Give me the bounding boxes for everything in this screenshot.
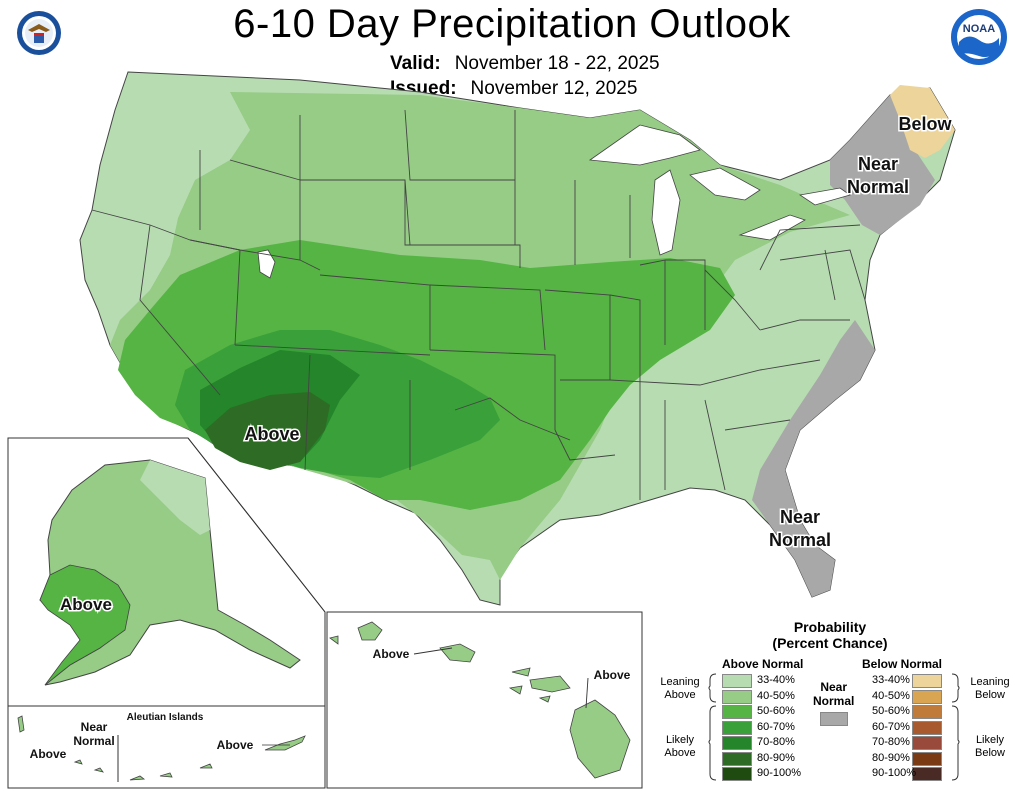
issued-date: Issued: November 12, 2025 bbox=[390, 78, 637, 100]
legend-above-item-swatch bbox=[722, 767, 752, 781]
legend-above-item-swatch bbox=[722, 751, 752, 766]
hawaii-pointer-left bbox=[413, 647, 453, 655]
alaska-above-area bbox=[39, 564, 131, 686]
hawaii-above-right: Above bbox=[594, 668, 631, 682]
legend-above-item-label: 80-90% bbox=[757, 751, 795, 764]
great-salt-lake bbox=[257, 249, 276, 279]
commerce-seal-icon bbox=[17, 11, 61, 55]
aleutian-near-line2: Normal bbox=[73, 734, 114, 748]
legend-below-item-label: 70-80% bbox=[872, 736, 910, 748]
legend-above-item-swatch bbox=[722, 736, 752, 750]
aleutian-above-right: Above bbox=[217, 738, 254, 752]
legend-above-item-label: 60-70% bbox=[757, 720, 795, 733]
aleutian-title: Aleutian Islands bbox=[127, 712, 204, 723]
near-normal-ne-label-line2: Normal bbox=[847, 177, 909, 197]
legend-below-item-swatch bbox=[912, 689, 942, 704]
near-legend-line2: Normal bbox=[813, 694, 855, 708]
legend-above-header: Above Normal bbox=[722, 657, 804, 671]
legend-title: Probability (Percent Chance) bbox=[730, 619, 930, 651]
legend-below-item-swatch bbox=[912, 674, 942, 688]
legend-below-item-swatch bbox=[912, 751, 942, 766]
near-normal-legend-label: Near Normal bbox=[813, 680, 854, 708]
aleutian-above-left: Above bbox=[30, 747, 67, 761]
legend-below-item-label: 90-100% bbox=[872, 767, 917, 779]
page-title: 6-10 Day Precipitation Outlook bbox=[233, 2, 791, 46]
legend-below-item-label: 60-70% bbox=[872, 720, 910, 733]
leaning-above-label: Leaning Above bbox=[660, 676, 700, 701]
below-ne-label: Below bbox=[898, 114, 952, 134]
leaning-below-label: Leaning Below bbox=[970, 676, 1010, 701]
aleutian-inset: Aleutian Islands Near Normal Above Above bbox=[7, 705, 326, 789]
hawaii-islands bbox=[329, 621, 631, 779]
noaa-logo-text: NOAA bbox=[963, 23, 995, 35]
likely-below-label: Likely Below bbox=[975, 734, 1005, 759]
legend-below-item-swatch bbox=[912, 767, 942, 781]
legend-above-item-label: 40-50% bbox=[757, 689, 795, 702]
legend-below-item-label: 50-60% bbox=[872, 705, 910, 717]
legend-below-item-label: 40-50% bbox=[872, 689, 910, 702]
legend-above-item-swatch bbox=[722, 674, 752, 688]
legend-below-item-label: 33-40% bbox=[872, 674, 910, 686]
legend-above-item-label: 70-80% bbox=[757, 736, 795, 748]
legend-below-item-swatch bbox=[912, 720, 942, 735]
state-boundaries bbox=[91, 109, 866, 500]
conus-map bbox=[79, 71, 956, 606]
hawaii-pointer-right bbox=[585, 677, 589, 709]
conus-above-label: Above bbox=[244, 424, 299, 444]
legend-above-item-label: 90-100% bbox=[757, 767, 802, 779]
near-normal-swatch bbox=[820, 712, 848, 726]
alaska-lightest-band bbox=[140, 460, 210, 535]
issued-value: November 12, 2025 bbox=[470, 78, 638, 99]
aleutian-islands bbox=[17, 715, 306, 781]
hawaii-above-left: Above bbox=[373, 647, 410, 661]
aleutian-near-line1: Near bbox=[81, 720, 108, 734]
great-lakes bbox=[588, 124, 851, 256]
alaska-above-label: Above bbox=[60, 595, 112, 614]
near-normal-se bbox=[752, 320, 875, 597]
legend-below-item-swatch bbox=[912, 705, 942, 719]
hawaii-inset: Above Above bbox=[326, 611, 643, 789]
below-maine bbox=[890, 85, 955, 158]
valid-label: Valid: bbox=[390, 53, 441, 74]
legend-above-item-swatch bbox=[722, 689, 752, 704]
near-normal-ne-label-line1: Near bbox=[858, 154, 898, 174]
inset-connector bbox=[187, 437, 326, 613]
legend-above-item-label: 50-60% bbox=[757, 705, 795, 717]
likely-above-label: Likely Above bbox=[664, 734, 696, 759]
near-normal-se-label-line1: Near bbox=[780, 507, 820, 527]
valid-date: Valid: November 18 - 22, 2025 bbox=[390, 53, 660, 75]
near-legend-line1: Near bbox=[820, 680, 848, 694]
legend-title-line1: Probability bbox=[793, 619, 867, 635]
alaska-inset: Above bbox=[7, 437, 326, 707]
legend-above-item-swatch bbox=[722, 705, 752, 719]
valid-value: November 18 - 22, 2025 bbox=[454, 53, 660, 74]
legend-above-item-label: 33-40% bbox=[757, 674, 795, 686]
legend-below-header: Below Normal bbox=[862, 657, 943, 671]
legend-below-item-swatch bbox=[912, 736, 942, 750]
near-normal-se-label-line2: Normal bbox=[769, 530, 831, 550]
legend-below-item-label: 80-90% bbox=[872, 751, 910, 764]
legend-title-line2: (Percent Chance) bbox=[772, 635, 888, 651]
prob-80-90-core bbox=[205, 392, 330, 470]
noaa-logo-icon: NOAA bbox=[951, 9, 1007, 65]
legend-above-item-swatch bbox=[722, 720, 752, 735]
